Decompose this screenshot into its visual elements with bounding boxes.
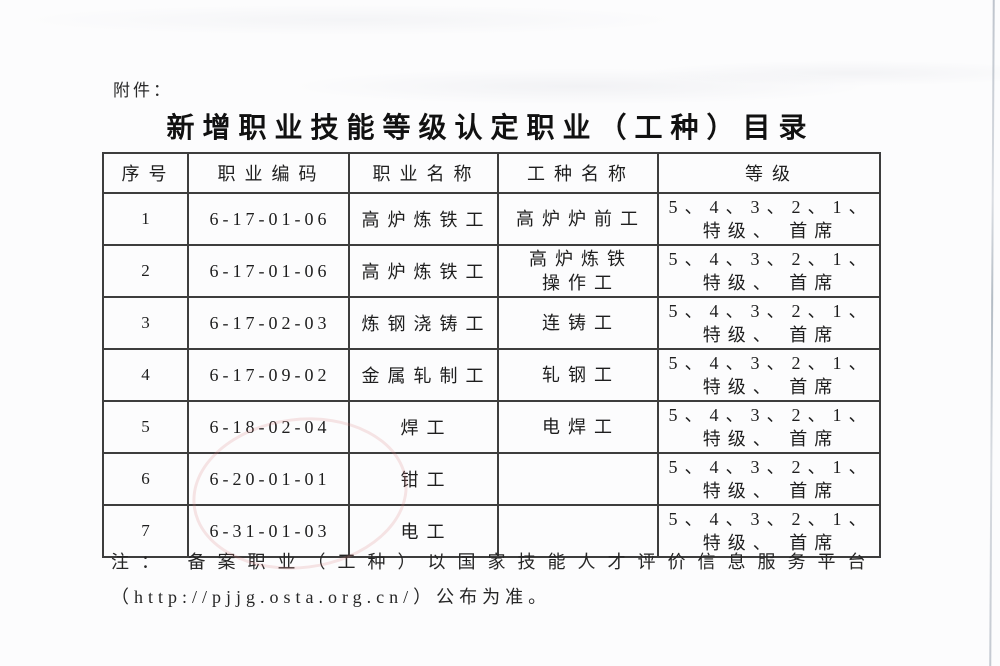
footnote-line-1: 注： 备案职业（工种）以国家技能人才评价信息服务平台 bbox=[111, 552, 878, 572]
row-code: 6-17-09-02 bbox=[187, 348, 350, 402]
row-occupation: 焊工 bbox=[348, 400, 499, 454]
page-title: 新增职业技能等级认定职业（工种）目录 bbox=[166, 113, 815, 144]
table-row: 2 6-17-01-06 高炉炼铁工 高炉炼铁 操作工 5、4、3、2、1、 特级、… bbox=[102, 244, 881, 298]
row-grade: 5、4、3、2、1、 特级、 首席 bbox=[657, 452, 881, 506]
table-row: 3 6-17-02-03 炼钢浇铸工 连铸工 5、4、3、2、1、 特级、 首席 bbox=[102, 296, 881, 350]
row-no: 5 bbox=[102, 400, 189, 454]
row-grade: 5、4、3、2、1、 特级、 首席 bbox=[657, 244, 881, 298]
row-work-type: 连铸工 bbox=[497, 296, 659, 350]
footnote: 注： 备案职业（工种）以国家技能人才评价信息服务平台 （http://pjjg.… bbox=[111, 545, 911, 614]
col-header-code: 职业编码 bbox=[187, 152, 350, 194]
row-occupation: 钳工 bbox=[348, 452, 499, 506]
row-grade: 5、4、3、2、1、 特级、 首席 bbox=[657, 192, 881, 246]
table-body: 1 6-17-01-06 高炉炼铁工 高炉炉前工 5、4、3、2、1、 特级、 首… bbox=[102, 192, 881, 558]
row-code: 6-17-02-03 bbox=[187, 296, 350, 350]
table-header-row: 序号 职业编码 职业名称 工种名称 等级 bbox=[102, 152, 881, 194]
row-no: 1 bbox=[102, 192, 189, 246]
col-header-occupation: 职业名称 bbox=[348, 152, 499, 194]
table-row: 4 6-17-09-02 金属轧制工 轧钢工 5、4、3、2、1、 特级、 首席 bbox=[102, 348, 881, 402]
row-work-type: 电焊工 bbox=[497, 400, 659, 454]
row-code: 6-31-01-03 bbox=[187, 504, 350, 558]
row-occupation: 金属轧制工 bbox=[348, 348, 499, 402]
row-no: 7 bbox=[102, 504, 189, 558]
attachment-label: 附件： bbox=[113, 81, 173, 100]
row-code: 6-17-01-06 bbox=[187, 192, 350, 246]
table-row: 1 6-17-01-06 高炉炼铁工 高炉炉前工 5、4、3、2、1、 特级、 首… bbox=[102, 192, 881, 246]
row-no: 6 bbox=[102, 452, 189, 506]
row-occupation: 高炉炼铁工 bbox=[348, 244, 499, 298]
row-code: 6-20-01-01 bbox=[187, 452, 350, 506]
row-work-type: 轧钢工 bbox=[497, 348, 659, 402]
row-grade: 5、4、3、2、1、 特级、 首席 bbox=[657, 504, 881, 558]
row-work-type: 高炉炉前工 bbox=[497, 192, 659, 246]
footnote-line-2: （http://pjjg.osta.org.cn/）公布为准。 bbox=[111, 587, 552, 607]
row-no: 2 bbox=[102, 244, 189, 298]
row-code: 6-17-01-06 bbox=[187, 244, 350, 298]
table-row: 5 6-18-02-04 焊工 电焊工 5、4、3、2、1、 特级、 首席 bbox=[102, 400, 881, 454]
scanner-line-artifact bbox=[989, 0, 995, 666]
table-row: 6 6-20-01-01 钳工 5、4、3、2、1、 特级、 首席 bbox=[102, 452, 881, 506]
row-occupation: 高炉炼铁工 bbox=[348, 192, 499, 246]
occupations-table: 序号 职业编码 职业名称 工种名称 等级 1 6-17-01-06 高炉炼铁工 … bbox=[102, 152, 881, 558]
col-header-work-type: 工种名称 bbox=[497, 152, 659, 194]
row-occupation: 炼钢浇铸工 bbox=[348, 296, 499, 350]
col-header-no: 序号 bbox=[102, 152, 189, 194]
row-no: 4 bbox=[102, 348, 189, 402]
col-header-grade: 等级 bbox=[657, 152, 881, 194]
row-grade: 5、4、3、2、1、 特级、 首席 bbox=[657, 400, 881, 454]
row-code: 6-18-02-04 bbox=[187, 400, 350, 454]
row-work-type bbox=[497, 504, 659, 558]
row-occupation: 电工 bbox=[348, 504, 499, 558]
row-grade: 5、4、3、2、1、 特级、 首席 bbox=[657, 348, 881, 402]
row-no: 3 bbox=[102, 296, 189, 350]
row-grade: 5、4、3、2、1、 特级、 首席 bbox=[657, 296, 881, 350]
row-work-type bbox=[497, 452, 659, 506]
table-row: 7 6-31-01-03 电工 5、4、3、2、1、 特级、 首席 bbox=[102, 504, 881, 558]
row-work-type: 高炉炼铁 操作工 bbox=[497, 244, 659, 298]
